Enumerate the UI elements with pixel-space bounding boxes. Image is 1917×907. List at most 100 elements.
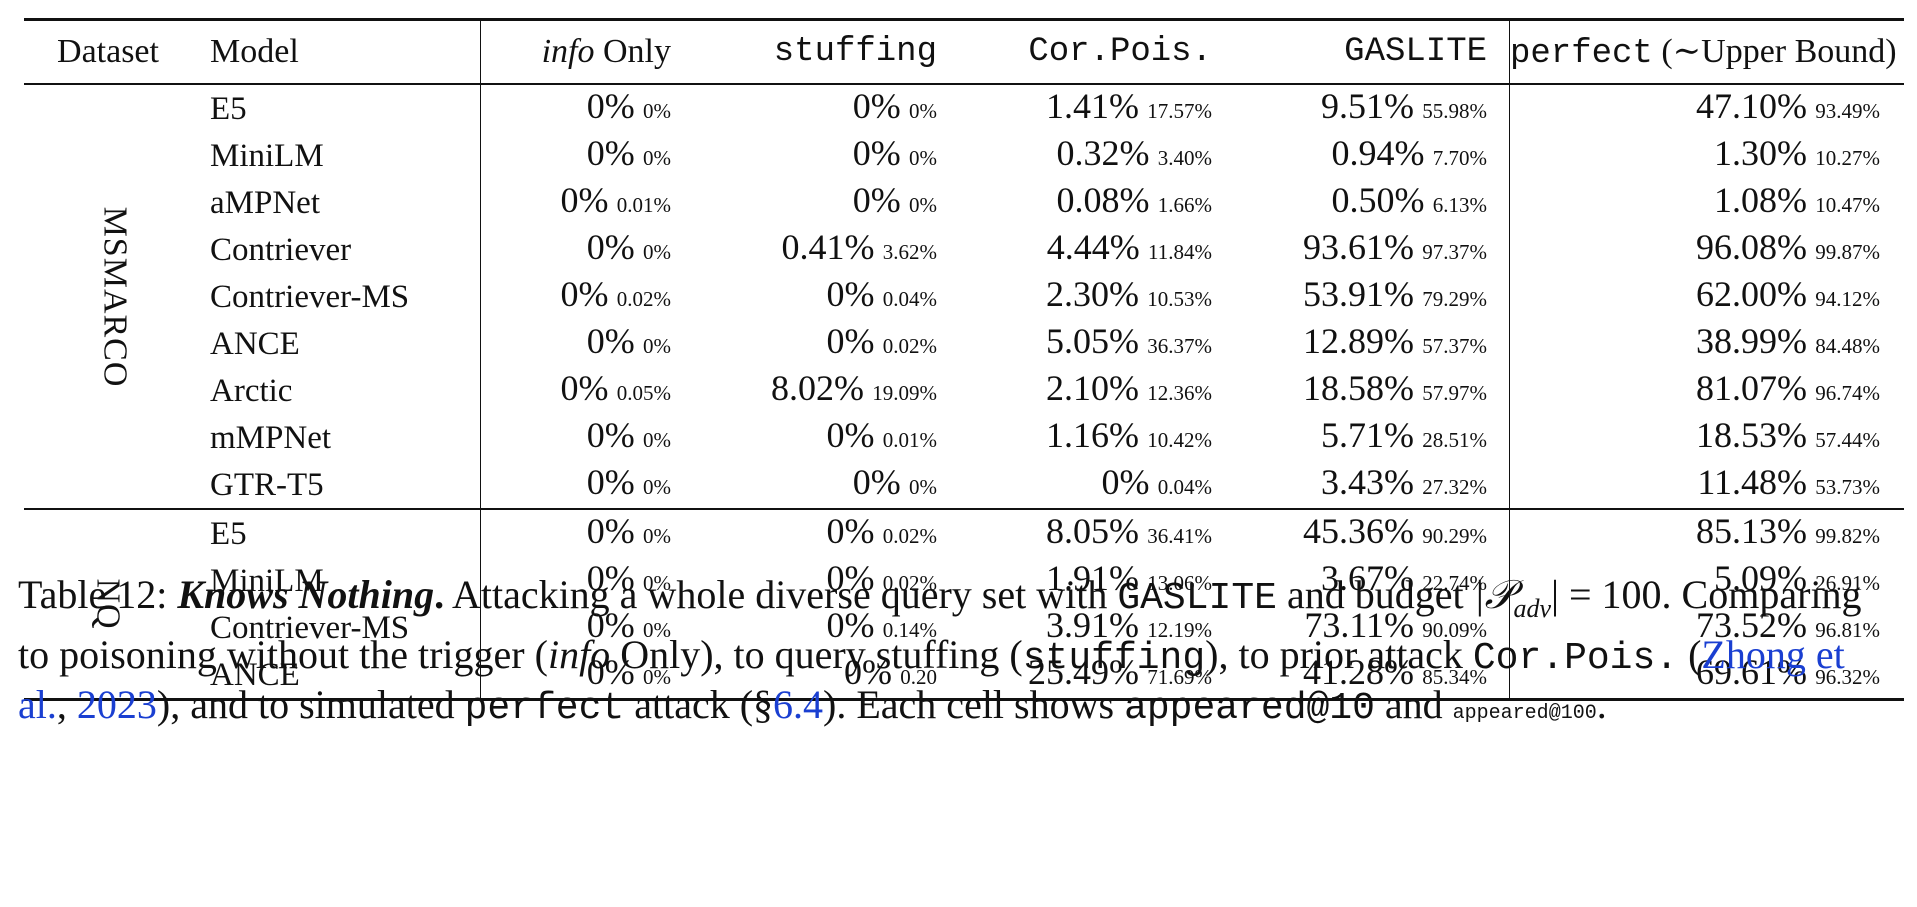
- cell-cor-pois: 1.41% 17.57%: [947, 84, 1222, 132]
- value-appeared-10: 38.99%: [1696, 321, 1807, 361]
- value-appeared-100: 3.40%: [1157, 146, 1212, 170]
- cell-model: aMPNet: [210, 184, 320, 221]
- header-gaslite: GASLITE: [1222, 18, 1510, 85]
- value-appeared-10: 25.49%: [1028, 652, 1139, 692]
- value-appeared-100: 0%: [643, 146, 671, 170]
- cell-stuffing: 0% 0.02%: [687, 320, 947, 367]
- value-appeared-100: 85.34%: [1422, 665, 1487, 689]
- cell-stuffing: 0% 0.02%: [687, 557, 947, 604]
- cell-cor-pois: 4.44% 11.84%: [947, 226, 1222, 273]
- value-appeared-100: 79.29%: [1422, 287, 1487, 311]
- table-row: MSMARCO E5 0% 0% 0% 0% 1.41% 17.57% 9.51% 55.…: [24, 84, 1904, 510]
- value-appeared-10: 53.91%: [1303, 274, 1414, 314]
- header-stuffing: stuffing: [687, 18, 947, 85]
- cell-gaslite: 53.91% 79.29%: [1222, 273, 1510, 320]
- cell-info-only: 0% 0%: [480, 84, 687, 132]
- cell-stuffing: 0% 0%: [687, 84, 947, 132]
- cell-gaslite: 0.50% 6.13%: [1222, 179, 1510, 226]
- cell-info-only: 0% 0%: [480, 320, 687, 367]
- value-appeared-10: 47.10%: [1696, 86, 1807, 126]
- cell-gaslite: 18.58% 57.97%: [1222, 367, 1510, 414]
- value-appeared-100: 0%: [909, 193, 937, 217]
- cell-model: E5: [210, 90, 247, 127]
- value-appeared-10: 96.08%: [1696, 227, 1807, 267]
- cell-model: E5: [210, 515, 247, 552]
- cell-gaslite: 9.51% 55.98%: [1222, 84, 1510, 132]
- header-perfect-name: perfect: [1510, 35, 1653, 73]
- cell-gaslite: 3.43% 27.32%: [1222, 461, 1510, 510]
- value-appeared-10: 4.44%: [1046, 227, 1140, 267]
- value-appeared-10: 1.41%: [1046, 86, 1139, 126]
- value-appeared-100: 10.27%: [1815, 146, 1880, 170]
- value-appeared-10: 73.11%: [1304, 605, 1414, 645]
- cell-stuffing: 0% 0%: [687, 179, 947, 226]
- cell-perfect: 47.10% 93.49%: [1509, 84, 1904, 132]
- value-appeared-100: 0%: [643, 571, 671, 595]
- value-appeared-10: 41.28%: [1303, 652, 1414, 692]
- value-appeared-100: 27.32%: [1422, 475, 1487, 499]
- caption-perfect: perfect: [464, 687, 625, 730]
- value-appeared-100: 96.81%: [1815, 618, 1880, 642]
- caption-text-6: ), and to simulated: [156, 682, 465, 727]
- cell-stuffing: 0% 0.14%: [687, 604, 947, 651]
- value-appeared-100: 10.42%: [1147, 428, 1212, 452]
- caption-cite-sep: ,: [56, 682, 77, 727]
- cell-model: MiniLM: [210, 562, 324, 599]
- cell-perfect: 73.52% 96.81%: [1509, 604, 1904, 651]
- value-appeared-10: 0%: [852, 462, 901, 502]
- cell-cor-pois: 2.10% 12.36%: [947, 367, 1222, 414]
- cell-info-only: 0% 0%: [480, 414, 687, 461]
- cell-gaslite: 93.61% 97.37%: [1222, 226, 1510, 273]
- value-appeared-100: 0.20: [900, 665, 937, 689]
- value-appeared-100: 0%: [909, 475, 937, 499]
- value-appeared-10: 1.16%: [1046, 415, 1139, 455]
- value-appeared-10: 73.52%: [1696, 605, 1807, 645]
- cell-gaslite: 3.67% 22.74%: [1222, 557, 1510, 604]
- table-row: GTR-T5 0% 0% 0% 0% 0% 0.04% 3.43% 27.32% 11.4…: [24, 461, 1904, 510]
- caption-text-3: Only), to query stuffing (: [610, 632, 1023, 677]
- cell-perfect: 69.61% 96.32%: [1509, 651, 1904, 701]
- cell-model: MiniLM: [210, 137, 324, 174]
- value-appeared-10: 5.71%: [1321, 415, 1414, 455]
- caption-text-1: Attacking a whole diverse query set with: [444, 572, 1118, 617]
- value-appeared-10: 0%: [852, 86, 901, 126]
- value-appeared-100: 99.87%: [1815, 240, 1880, 264]
- caption-title-end: .: [434, 572, 445, 617]
- cell-model: Contriever: [210, 231, 352, 268]
- cell-cor-pois: 8.05% 36.41%: [947, 509, 1222, 557]
- cell-cor-pois: 1.91% 13.06%: [947, 557, 1222, 604]
- value-appeared-10: 0%: [560, 368, 609, 408]
- cell-cor-pois: 1.16% 10.42%: [947, 414, 1222, 461]
- value-appeared-10: 12.89%: [1303, 321, 1414, 361]
- cell-perfect: 85.13% 99.82%: [1509, 509, 1904, 557]
- citation-year-link[interactable]: 2023: [76, 682, 157, 727]
- header-perfect: perfect (∼Upper Bound): [1509, 18, 1904, 85]
- value-appeared-100: 10.53%: [1147, 287, 1212, 311]
- value-appeared-10: 62.00%: [1696, 274, 1807, 314]
- table-row: Contriever-MS 0% 0% 0% 0.14% 3.91% 12.19% 73…: [24, 604, 1904, 651]
- value-appeared-100: 90.09%: [1422, 618, 1487, 642]
- caption-stuffing: stuffing: [1022, 637, 1206, 680]
- section-link[interactable]: 6.4: [773, 682, 824, 727]
- cell-info-only: 0% 0%: [480, 132, 687, 179]
- header-perfect-note: (∼Upper Bound): [1652, 33, 1897, 70]
- value-appeared-10: 0%: [852, 180, 901, 220]
- cell-info-only: 0% 0.02%: [480, 273, 687, 320]
- caption-text-7: attack (§: [624, 682, 774, 727]
- citation-author-link[interactable]: Zhong et al.: [18, 632, 1845, 727]
- value-appeared-10: 45.36%: [1303, 511, 1414, 551]
- cell-cor-pois: 3.91% 12.19%: [947, 604, 1222, 651]
- table-row: Contriever-MS 0% 0.02% 0% 0.04% 2.30% 10.53…: [24, 273, 1904, 320]
- dataset-label-cell: MSMARCO: [24, 84, 192, 510]
- value-appeared-100: 0.02%: [616, 287, 671, 311]
- cell-perfect: 1.30% 10.27%: [1509, 132, 1904, 179]
- table-row: aMPNet 0% 0.01% 0% 0% 0.08% 1.66% 0.50% 6.13…: [24, 179, 1904, 226]
- caption-title: Knows Nothing: [177, 572, 435, 617]
- caption-text-9: and: [1374, 682, 1453, 727]
- cell-model: ANCE: [210, 325, 300, 362]
- cell-perfect: 5.09% 26.91%: [1509, 557, 1904, 604]
- value-appeared-100: 22.74%: [1422, 571, 1487, 595]
- value-appeared-100: 0.04%: [1157, 475, 1212, 499]
- value-appeared-10: 0%: [586, 86, 635, 126]
- value-appeared-100: 57.97%: [1422, 381, 1487, 405]
